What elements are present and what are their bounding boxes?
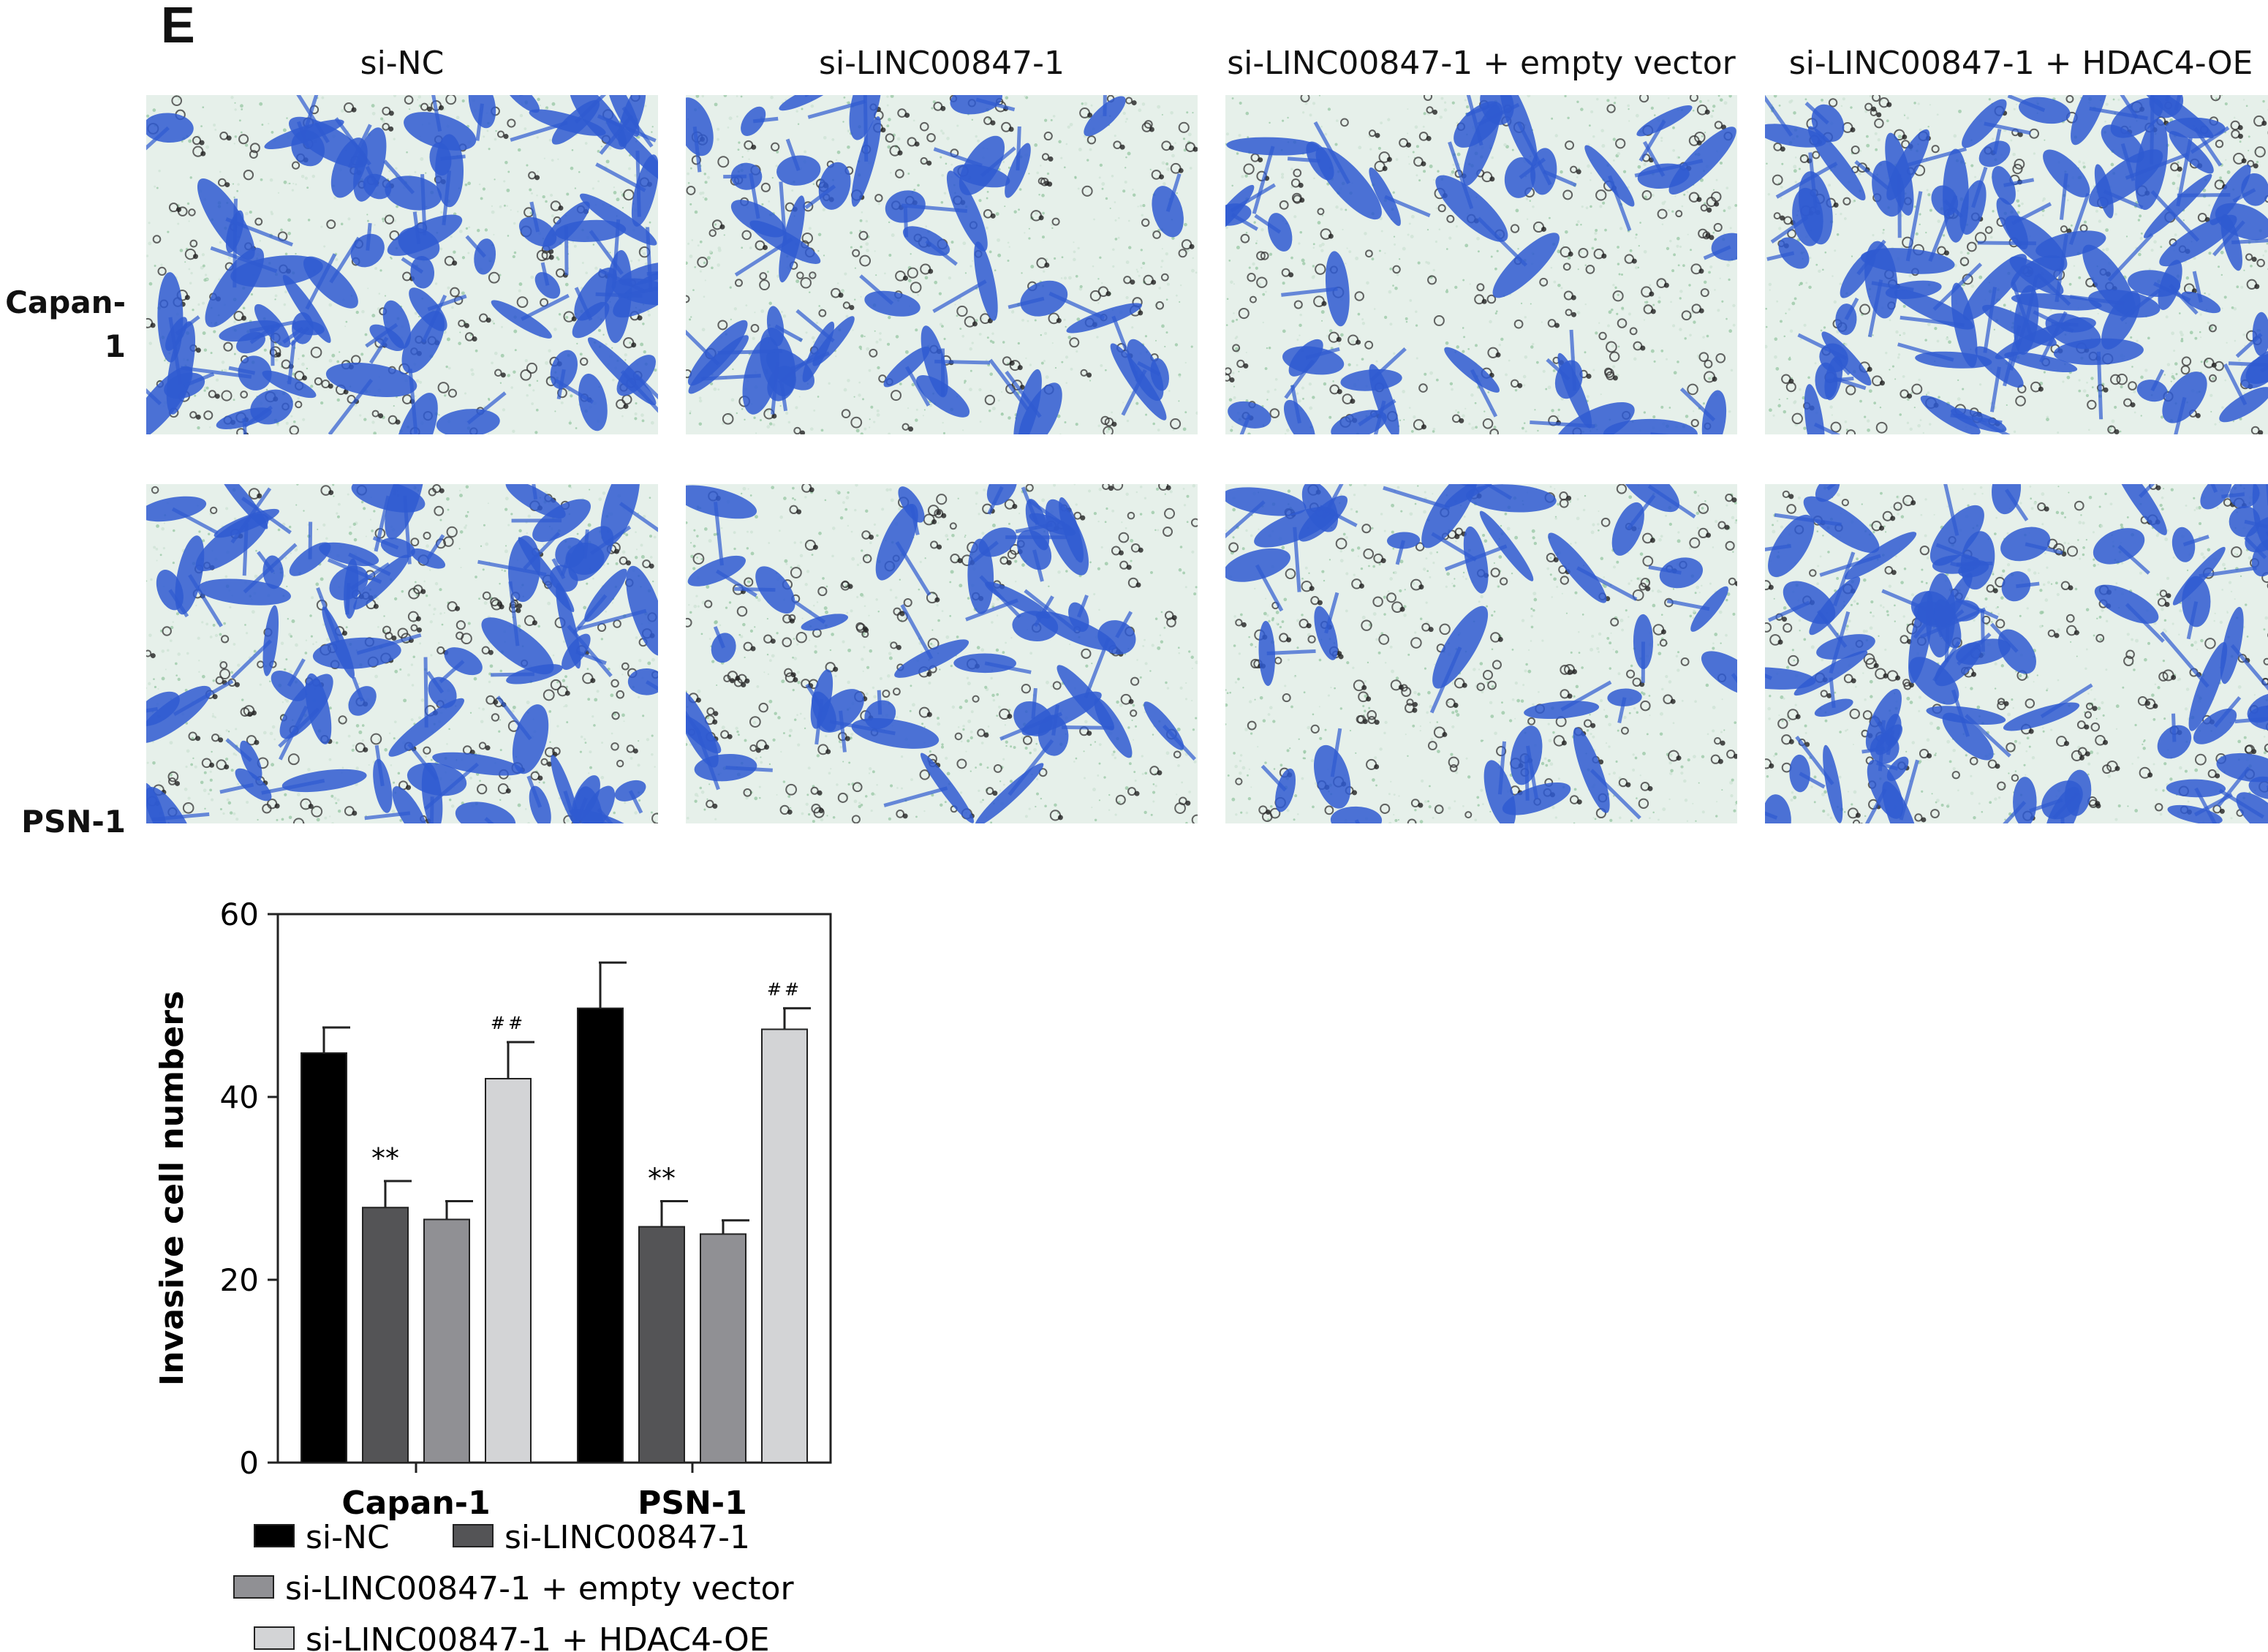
legend-swatch: [233, 1575, 274, 1599]
row-label-psn-1: PSN-1: [21, 804, 126, 840]
bar: [761, 1028, 808, 1463]
legend-swatch: [254, 1524, 295, 1547]
legend-label: si-LINC00847-1 + HDAC4-OE: [306, 1621, 770, 1652]
micrograph-capan-1-si-nc: [146, 95, 658, 434]
bar: [577, 1007, 624, 1463]
plot-frame: [276, 913, 832, 1464]
legend-swatch: [453, 1524, 494, 1547]
significance-label: **: [648, 1163, 676, 1195]
legend-label: si-LINC00847-1 + empty vector: [285, 1570, 794, 1607]
y-tick-label: 60: [220, 897, 259, 932]
column-label-empty-vector: si-LINC00847-1 + empty vector: [1227, 45, 1736, 82]
micrograph-capan-1-empty-vector: [1225, 95, 1737, 434]
significance-label: ##: [767, 979, 802, 1000]
micrograph-capan-1-si-linc00847: [686, 95, 1198, 434]
column-label-hdac4-oe: si-LINC00847-1 + HDAC4-OE: [1788, 45, 2253, 82]
bar: [638, 1226, 685, 1463]
row-label-capan-1: Capan-1: [5, 284, 126, 364]
bar: [700, 1233, 746, 1463]
bar: [362, 1207, 409, 1463]
bar: [423, 1218, 470, 1463]
significance-label: **: [371, 1142, 399, 1174]
bar: [485, 1078, 532, 1463]
micrograph-psn-1-hdac4-oe: [1765, 484, 2268, 823]
legend-label: si-NC: [306, 1519, 390, 1556]
panel-letter: E: [161, 0, 195, 53]
y-tick-label: 20: [220, 1262, 259, 1298]
micrograph-psn-1-empty-vector: [1225, 484, 1737, 823]
column-label-si-linc00847: si-LINC00847-1: [819, 45, 1065, 82]
micrograph-psn-1-si-nc: [146, 484, 658, 823]
column-label-si-nc: si-NC: [360, 45, 445, 82]
x-tick-label: Capan-1: [341, 1485, 490, 1522]
y-axis-label: Invasive cell numbers: [154, 991, 191, 1386]
y-tick-label: 0: [239, 1445, 259, 1481]
significance-label: ##: [491, 1013, 526, 1033]
y-tick-label: 40: [220, 1079, 259, 1115]
micrograph-capan-1-hdac4-oe: [1765, 95, 2268, 434]
x-tick-label: PSN-1: [638, 1485, 747, 1522]
legend-swatch: [254, 1626, 295, 1650]
bar: [300, 1052, 347, 1463]
micrograph-psn-1-si-linc00847: [686, 484, 1198, 823]
legend-label: si-LINC00847-1: [504, 1519, 750, 1556]
